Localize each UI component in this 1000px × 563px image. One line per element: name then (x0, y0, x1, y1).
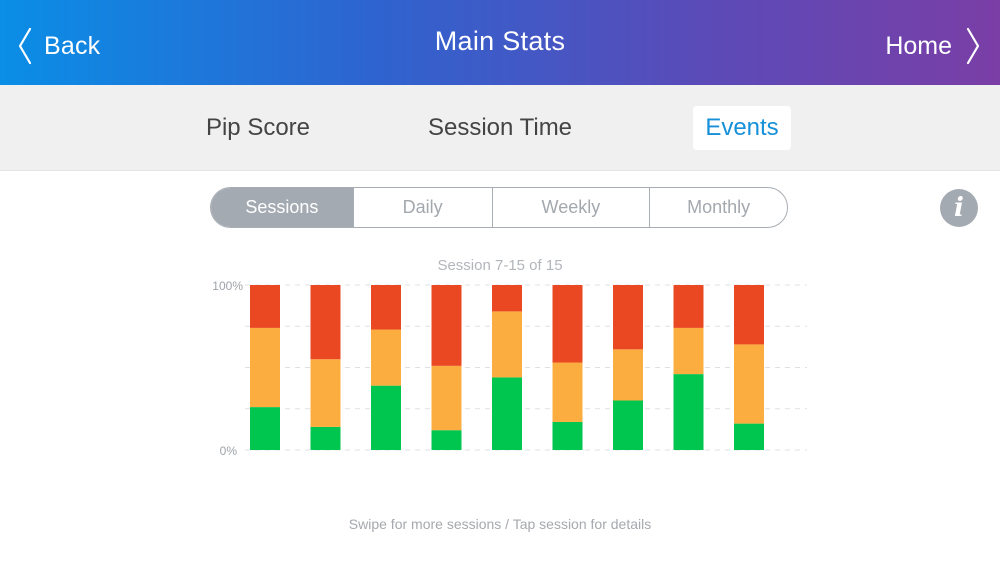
session-bar-11[interactable] (492, 285, 522, 450)
bar-segment-15-1 (734, 344, 764, 424)
y-tick-100: 100% (212, 279, 243, 293)
events-chart: 100% 0% (212, 279, 807, 458)
segment-sessions[interactable]: Sessions (211, 188, 353, 227)
bar-segment-9-1 (371, 329, 401, 386)
session-bar-8[interactable] (310, 285, 341, 450)
session-bar-10[interactable] (431, 285, 462, 450)
bar-segment-8-2 (310, 285, 341, 360)
bar-segment-8-0 (310, 426, 341, 450)
segment-monthly[interactable]: Monthly (649, 188, 787, 227)
session-bar-14[interactable] (673, 285, 704, 450)
bar-segment-10-0 (431, 430, 462, 450)
header-bar: Back Main Stats Home (0, 0, 1000, 85)
bar-segment-12-0 (552, 421, 583, 450)
session-bar-9[interactable] (371, 285, 401, 450)
period-segmented-control: Sessions Daily Weekly Monthly (210, 187, 788, 228)
bar-segment-13-0 (613, 400, 643, 450)
bar-segment-12-1 (552, 362, 583, 422)
bar-segment-11-0 (492, 377, 522, 450)
y-tick-0: 0% (220, 444, 238, 458)
info-icon[interactable]: i (940, 189, 978, 227)
back-button[interactable]: Back (18, 24, 100, 68)
tab-pip-score[interactable]: Pip Score (205, 114, 311, 141)
bar-segment-9-2 (371, 285, 401, 330)
chart-title: Session 7-15 of 15 (437, 257, 563, 274)
bar-segment-7-2 (250, 285, 280, 328)
segment-daily[interactable]: Daily (352, 188, 492, 227)
home-label: Home (885, 31, 952, 60)
bar-segment-11-2 (492, 285, 522, 312)
session-bar-15[interactable] (734, 285, 764, 450)
session-bar-13[interactable] (613, 285, 643, 450)
bar-segment-10-1 (431, 365, 462, 431)
bar-segment-14-2 (673, 285, 704, 328)
bar-segment-7-0 (250, 407, 280, 450)
session-bar-12[interactable] (552, 285, 583, 450)
page-title: Main Stats (434, 26, 566, 56)
session-bar-7[interactable] (250, 285, 280, 450)
swipe-hint: Swipe for more sessions / Tap session fo… (348, 516, 652, 532)
bar-segment-13-2 (613, 285, 643, 350)
back-label: Back (44, 31, 101, 60)
bar-segment-7-1 (250, 327, 280, 408)
bar-segment-15-0 (734, 423, 764, 450)
stats-tab-bar: Pip Score Session Time Events (0, 85, 1000, 171)
bar-segment-14-0 (673, 374, 704, 450)
bar-segment-12-2 (552, 285, 583, 363)
segment-weekly[interactable]: Weekly (491, 188, 650, 227)
bar-segment-10-2 (431, 285, 462, 366)
tab-session-time[interactable]: Session Time (427, 114, 573, 141)
bar-segment-8-1 (310, 359, 341, 427)
bar-segment-11-1 (492, 311, 522, 378)
chevron-left-icon (18, 27, 32, 65)
tab-events[interactable]: Events (693, 106, 791, 150)
chevron-right-icon (966, 27, 980, 65)
bar-segment-15-2 (734, 285, 764, 345)
bar-segment-13-1 (613, 349, 643, 401)
home-button[interactable]: Home (885, 24, 980, 68)
bar-segment-9-0 (371, 385, 401, 450)
bar-segment-14-1 (673, 327, 704, 375)
